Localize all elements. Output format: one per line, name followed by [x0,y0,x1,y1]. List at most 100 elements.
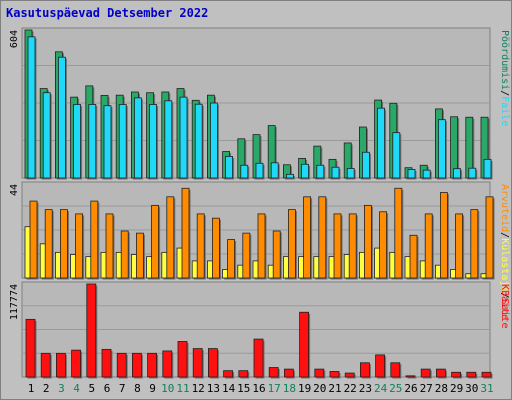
bar-visits-day-3 [60,209,68,279]
bar-files-day-26 [407,169,416,179]
bar-files-day-29 [453,168,462,179]
panel-1-ymax-label: 604 [9,30,20,48]
x-tick-label-day-7: 7 [119,382,126,395]
chart-title: Kasutuspäevad Detsember 2022 [6,6,209,20]
x-tick-label-day-8: 8 [134,382,141,395]
bar-files-day-9 [149,104,158,179]
x-tick-label-day-22: 22 [344,382,357,395]
legend-separator: / [499,292,510,298]
legend-separator: / [499,90,510,96]
bar-files-day-23 [361,151,370,179]
x-tick-label-day-5: 5 [88,382,95,395]
bar-kbytes-day-4 [71,349,81,378]
bar-visits-day-27 [424,213,433,279]
x-tick-label-day-27: 27 [420,382,433,395]
bar-files-day-14 [225,156,234,179]
x-tick-label-day-4: 4 [73,382,80,395]
bar-files-day-1 [27,36,36,179]
bar-visits-day-22 [348,213,357,279]
bar-kbytes-day-11 [177,341,188,378]
panel-1-series-legend: Pöördumisi/Faile [499,30,510,126]
bar-visits-day-7 [120,230,129,279]
bar-kbytes-day-25 [390,362,401,378]
bar-files-day-5 [88,104,97,179]
x-tick-label-day-30: 30 [465,382,478,395]
panel-3-series-legend: KBaite [499,284,510,320]
bar-visits-day-9 [151,204,160,279]
legend-entry-kbaite: KBaite [499,284,510,320]
x-tick-label-day-19: 19 [298,382,311,395]
bar-files-day-13 [209,102,218,179]
bar-visits-day-15 [242,232,251,279]
bar-files-day-15 [240,164,249,179]
bar-visits-day-10 [166,196,175,279]
bar-files-day-20 [316,164,325,179]
bar-visits-day-26 [409,234,418,279]
bar-visits-day-14 [227,239,236,279]
bar-files-day-2 [42,92,51,179]
bar-files-day-24 [377,107,386,179]
bar-kbytes-day-3 [56,352,66,378]
x-tick-label-day-21: 21 [328,382,341,395]
bar-kbytes-day-17 [268,367,279,378]
bar-files-day-30 [468,167,477,179]
bar-kbytes-day-30 [466,371,477,378]
x-tick-label-day-1: 1 [28,382,35,395]
legend-separator: / [499,232,510,238]
bar-visits-day-17 [272,230,281,279]
bar-kbytes-day-7 [116,352,127,378]
bar-kbytes-day-27 [420,368,431,378]
bar-visits-day-21 [333,213,342,279]
bar-kbytes-day-15 [238,370,249,378]
bar-visits-day-20 [318,196,327,279]
bar-visits-day-29 [455,213,464,279]
x-tick-label-day-25: 25 [389,382,402,395]
x-tick-label-day-29: 29 [450,382,463,395]
bar-kbytes-day-22 [344,372,355,378]
bar-visits-day-25 [394,187,403,279]
x-tick-label-day-16: 16 [252,382,265,395]
bar-kbytes-day-5 [86,283,97,378]
bar-files-day-25 [392,132,401,179]
bar-kbytes-day-18 [283,368,294,378]
x-tick-label-day-9: 9 [149,382,156,395]
bar-visits-day-5 [90,200,99,279]
x-tick-label-day-6: 6 [104,382,111,395]
bar-visits-day-16 [257,213,266,279]
bar-kbytes-day-28 [435,368,446,378]
bar-kbytes-day-26 [405,375,416,378]
bar-kbytes-day-13 [207,348,218,378]
bar-visits-day-12 [196,213,205,279]
bar-files-day-28 [437,119,446,179]
bar-files-day-4 [73,104,81,179]
bar-kbytes-day-10 [162,350,173,378]
bar-kbytes-day-31 [481,371,492,378]
panel-3-ymax-label: 117774 [9,284,20,320]
bar-visits-day-28 [439,192,448,279]
bar-kbytes-day-20 [314,368,325,378]
bar-visits-day-18 [287,209,296,279]
x-tick-label-day-11: 11 [176,382,189,395]
bar-visits-day-4 [75,213,83,279]
panel-2-series-legend: Arvuteid/Külastaja/Saite [499,184,510,329]
bar-kbytes-day-6 [101,348,112,378]
bar-files-day-10 [164,100,173,179]
legend-entry-külastaja: Külastaja [499,238,510,292]
bar-visits-day-31 [485,196,494,279]
x-tick-label-day-14: 14 [222,382,236,395]
bar-files-day-11 [179,96,188,179]
x-tick-label-day-28: 28 [435,382,448,395]
bar-kbytes-day-12 [192,348,203,378]
legend-entry-arvuteid: Arvuteid [499,184,510,232]
bar-files-day-18 [285,173,294,179]
bar-visits-day-1 [29,200,38,279]
bar-visits-day-8 [135,232,144,279]
x-tick-label-day-24: 24 [374,382,388,395]
bar-visits-day-6 [105,213,114,279]
x-tick-label-day-18: 18 [283,382,296,395]
panel-2-ymax-label: 44 [9,184,20,196]
bar-visits-day-24 [379,211,388,279]
bar-files-day-19 [301,163,310,179]
bar-visits-day-2 [44,209,53,279]
